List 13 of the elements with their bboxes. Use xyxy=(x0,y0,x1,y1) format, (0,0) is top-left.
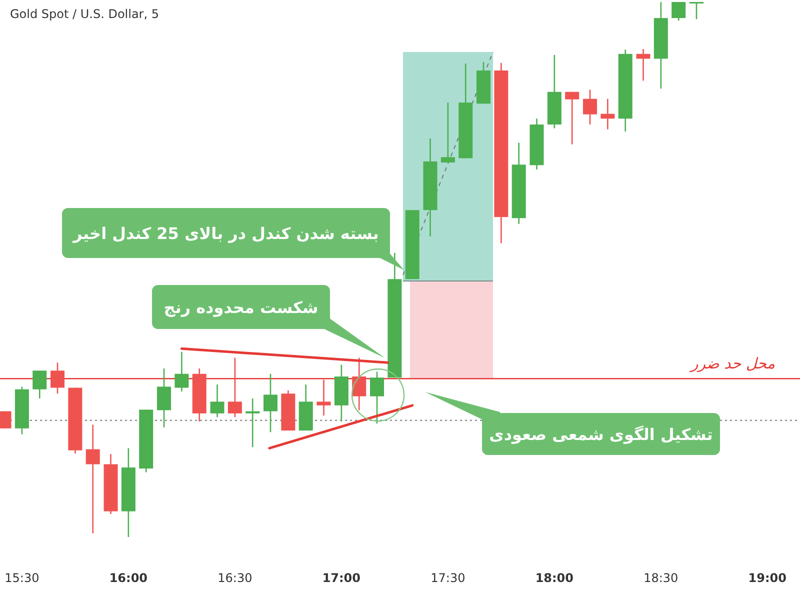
x-tick-label: 17:30 xyxy=(430,571,466,585)
x-tick-label: 16:30 xyxy=(218,571,252,585)
annotation: بسته شدن کندل در بالای 25 کندل اخیر xyxy=(72,224,379,243)
x-tick-label: 19:00 xyxy=(748,571,787,585)
x-tick-label: 18:00 xyxy=(535,571,574,585)
x-tick-label: 15:30 xyxy=(4,571,40,585)
x-tick-label: 16:00 xyxy=(109,571,148,585)
x-tick-label: 17:00 xyxy=(322,571,361,585)
annotation: شکست محدوده رنج xyxy=(164,298,318,317)
ref-line-label: محل حد ضرر xyxy=(688,354,775,373)
annotation: تشکیل الگوی شمعی صعودی xyxy=(489,425,713,444)
chart-title: Gold Spot / U.S. Dollar, 5 xyxy=(10,7,160,21)
x-tick-label: 18:30 xyxy=(644,571,678,585)
